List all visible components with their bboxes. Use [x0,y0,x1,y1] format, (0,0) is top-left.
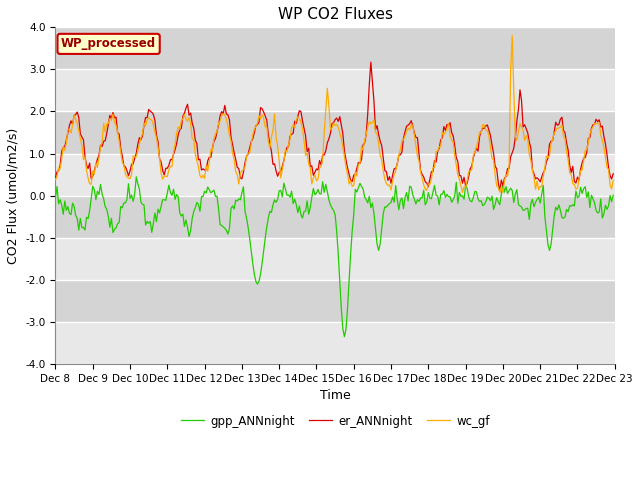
Bar [56,196,615,238]
Y-axis label: CO2 Flux (umol/m2/s): CO2 Flux (umol/m2/s) [7,128,20,264]
Title: WP CO2 Fluxes: WP CO2 Fluxes [278,7,392,22]
Bar [56,70,615,111]
Bar [56,111,615,154]
Legend: gpp_ANNnight, er_ANNnight, wc_gf: gpp_ANNnight, er_ANNnight, wc_gf [176,410,494,432]
Bar [56,238,615,280]
Line: wc_gf: wc_gf [56,36,613,192]
Bar [56,154,615,196]
Bar [56,322,615,364]
Line: gpp_ANNnight: gpp_ANNnight [56,177,613,336]
Text: WP_processed: WP_processed [61,37,156,50]
Bar [56,280,615,322]
Line: er_ANNnight: er_ANNnight [56,62,613,192]
Bar [56,27,615,70]
X-axis label: Time: Time [320,389,351,402]
